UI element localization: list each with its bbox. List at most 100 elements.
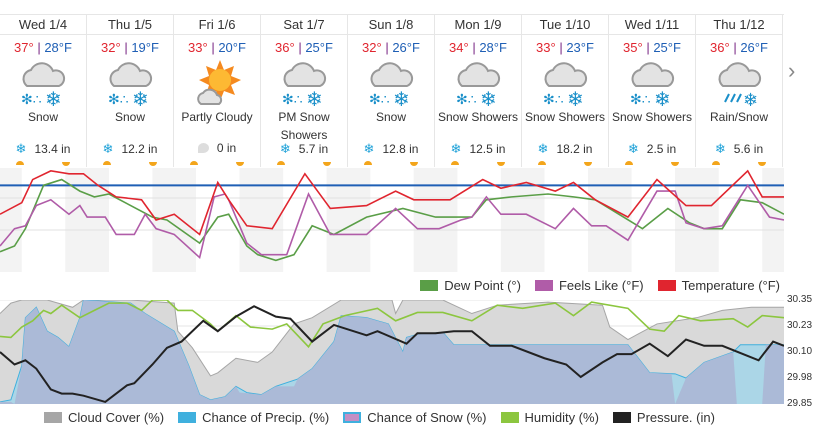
day-column[interactable]: Thu 1/12 36° | 26°F ❄ Rain/Snow ❄ 5.6 in xyxy=(696,15,783,167)
sunrise-icon xyxy=(538,161,546,165)
legend-swatch xyxy=(500,412,519,423)
sunset-icon xyxy=(236,162,244,166)
svg-text:✻∴: ✻∴ xyxy=(369,91,390,107)
day-temps: 34° | 28°F xyxy=(435,40,521,56)
svg-text:❄: ❄ xyxy=(654,89,671,108)
svg-text:❄: ❄ xyxy=(45,89,62,108)
low-temp: 28°F xyxy=(479,40,507,55)
legend-swatch xyxy=(534,280,553,291)
day-name: Mon 1/9 xyxy=(435,15,521,35)
legend-swatch xyxy=(612,412,631,423)
day-column[interactable]: Sun 1/8 32° | 26°F ✻∴ ❄ Snow ❄ 12.8 in xyxy=(348,15,435,167)
day-name: Wed 1/4 xyxy=(0,15,86,35)
legend-item[interactable]: Chance of Precip. (%) xyxy=(178,410,329,425)
legend-item[interactable]: Chance of Snow (%) xyxy=(343,410,487,425)
precip-amount: ❄ 5.6 in xyxy=(696,141,782,157)
high-temp: 34° xyxy=(449,40,469,55)
day-column[interactable]: Sat 1/7 36° | 25°F ✻∴ ❄ PM Snow Showers ❄ 5.7 … xyxy=(261,15,348,167)
condition-text: PM Snow Showers xyxy=(278,110,330,142)
snowflake-icon: ❄ xyxy=(363,141,375,156)
precip-amount-value: 0 in xyxy=(216,141,237,155)
pressure-line xyxy=(0,305,784,404)
svg-text:❄: ❄ xyxy=(393,89,410,108)
low-temp: 20°F xyxy=(218,40,246,55)
condition-text: Rain/Snow xyxy=(709,110,769,124)
svg-text:❄: ❄ xyxy=(567,89,584,108)
day-temps: 37° | 28°F xyxy=(0,40,86,56)
legend-item[interactable]: Cloud Cover (%) xyxy=(44,410,164,425)
low-temp: 25°F xyxy=(653,40,681,55)
precip-amount: 0 in xyxy=(174,141,260,155)
legend-item[interactable]: Feels Like (°F) xyxy=(534,278,644,293)
low-temp: 23°F xyxy=(566,40,594,55)
temp-separator: | xyxy=(33,40,45,55)
sunrise-icon xyxy=(277,161,285,165)
snow-icon: ✻∴ ❄ xyxy=(609,58,695,111)
humidity-line xyxy=(0,300,784,349)
day-column[interactable]: Wed 1/4 37° | 28°F ✻∴ ❄ Snow ❄ 13.4 in xyxy=(0,15,87,167)
pressure-tick: 30.23 xyxy=(787,320,813,331)
day-temps: 33° | 23°F xyxy=(522,40,608,56)
day-column[interactable]: Wed 1/11 35° | 25°F ✻∴ ❄ Snow Showers ❄ 2.5 in xyxy=(609,15,696,167)
precip-amount: ❄ 12.2 in xyxy=(87,141,173,157)
snow-icon: ✻∴ ❄ xyxy=(522,58,608,111)
legend-item[interactable]: Temperature (°F) xyxy=(657,278,780,293)
temp-separator: | xyxy=(468,40,480,55)
day-name: Fri 1/6 xyxy=(174,15,260,35)
high-temp: 32° xyxy=(362,40,382,55)
snow-icon: ✻∴ ❄ xyxy=(87,58,173,111)
legend-item[interactable]: Dew Point (°) xyxy=(420,278,521,293)
legend-swatch xyxy=(420,280,439,291)
day-column[interactable]: Fri 1/6 33° | 20°F Partly Cloudy 0 in xyxy=(174,15,261,167)
day-name: Tue 1/10 xyxy=(522,15,608,35)
sunrise-icon xyxy=(625,161,633,165)
svg-text:❄: ❄ xyxy=(480,89,497,108)
day-column[interactable]: Tue 1/10 33° | 23°F ✻∴ ❄ Snow Showers ❄ 18.2 i… xyxy=(522,15,609,167)
legend-label: Cloud Cover (%) xyxy=(68,410,165,425)
snow-icon: ✻∴ ❄ xyxy=(348,58,434,111)
low-temp: 26°F xyxy=(392,40,420,55)
legend-label: Dew Point (°) xyxy=(444,278,521,293)
pressure-tick: 30.35 xyxy=(787,294,813,305)
day-column[interactable]: Mon 1/9 34° | 28°F ✻∴ ❄ Snow Showers ❄ 12.5 in xyxy=(435,15,522,167)
precip-amount: ❄ 5.7 in xyxy=(261,141,347,157)
condition-text: Snow Showers xyxy=(437,110,519,124)
sunset-icon xyxy=(62,162,70,166)
temp-separator: | xyxy=(555,40,567,55)
high-temp: 37° xyxy=(14,40,34,55)
svg-text:❄: ❄ xyxy=(132,89,149,108)
svg-text:✻∴: ✻∴ xyxy=(282,91,303,107)
precip-amount-value: 2.5 in xyxy=(646,142,677,156)
snowflake-icon: ❄ xyxy=(714,141,726,156)
series-dew-line xyxy=(0,178,784,262)
conditions-chart xyxy=(0,300,784,404)
legend-item[interactable]: Humidity (%) xyxy=(500,410,599,425)
chevron-right-icon[interactable]: › xyxy=(788,58,796,83)
day-temps: 32° | 26°F xyxy=(348,40,434,56)
svg-text:✻∴: ✻∴ xyxy=(456,91,477,107)
condition-text: Snow Showers xyxy=(524,110,606,124)
day-temps: 32° | 19°F xyxy=(87,40,173,56)
snow-chance-area xyxy=(0,300,784,404)
legend-item[interactable]: Pressure. (in) xyxy=(612,410,715,425)
day-column[interactable]: Thu 1/5 32° | 19°F ✻∴ ❄ Snow ❄ 12.2 in xyxy=(87,15,174,167)
svg-text:✻∴: ✻∴ xyxy=(630,91,651,107)
temperature-chart xyxy=(0,168,784,272)
day-name: Sat 1/7 xyxy=(261,15,347,35)
daily-forecast-strip: Wed 1/4 37° | 28°F ✻∴ ❄ Snow ❄ 13.4 in Thu 1/5 3… xyxy=(0,14,784,167)
snowflake-icon: ❄ xyxy=(15,141,27,156)
precip-amount: ❄ 2.5 in xyxy=(609,141,695,157)
snowflake-icon: ❄ xyxy=(537,141,549,156)
svg-text:✻∴: ✻∴ xyxy=(21,91,42,107)
high-temp: 36° xyxy=(710,40,730,55)
sunrise-icon xyxy=(103,161,111,165)
legend-swatch xyxy=(343,412,362,423)
precip-amount: ❄ 12.8 in xyxy=(348,141,434,157)
night-band xyxy=(762,168,784,272)
low-temp: 28°F xyxy=(44,40,72,55)
temp-separator: | xyxy=(207,40,219,55)
day-name: Sun 1/8 xyxy=(348,15,434,35)
svg-text:❄: ❄ xyxy=(743,90,758,108)
low-temp: 26°F xyxy=(740,40,768,55)
night-band xyxy=(413,168,458,272)
